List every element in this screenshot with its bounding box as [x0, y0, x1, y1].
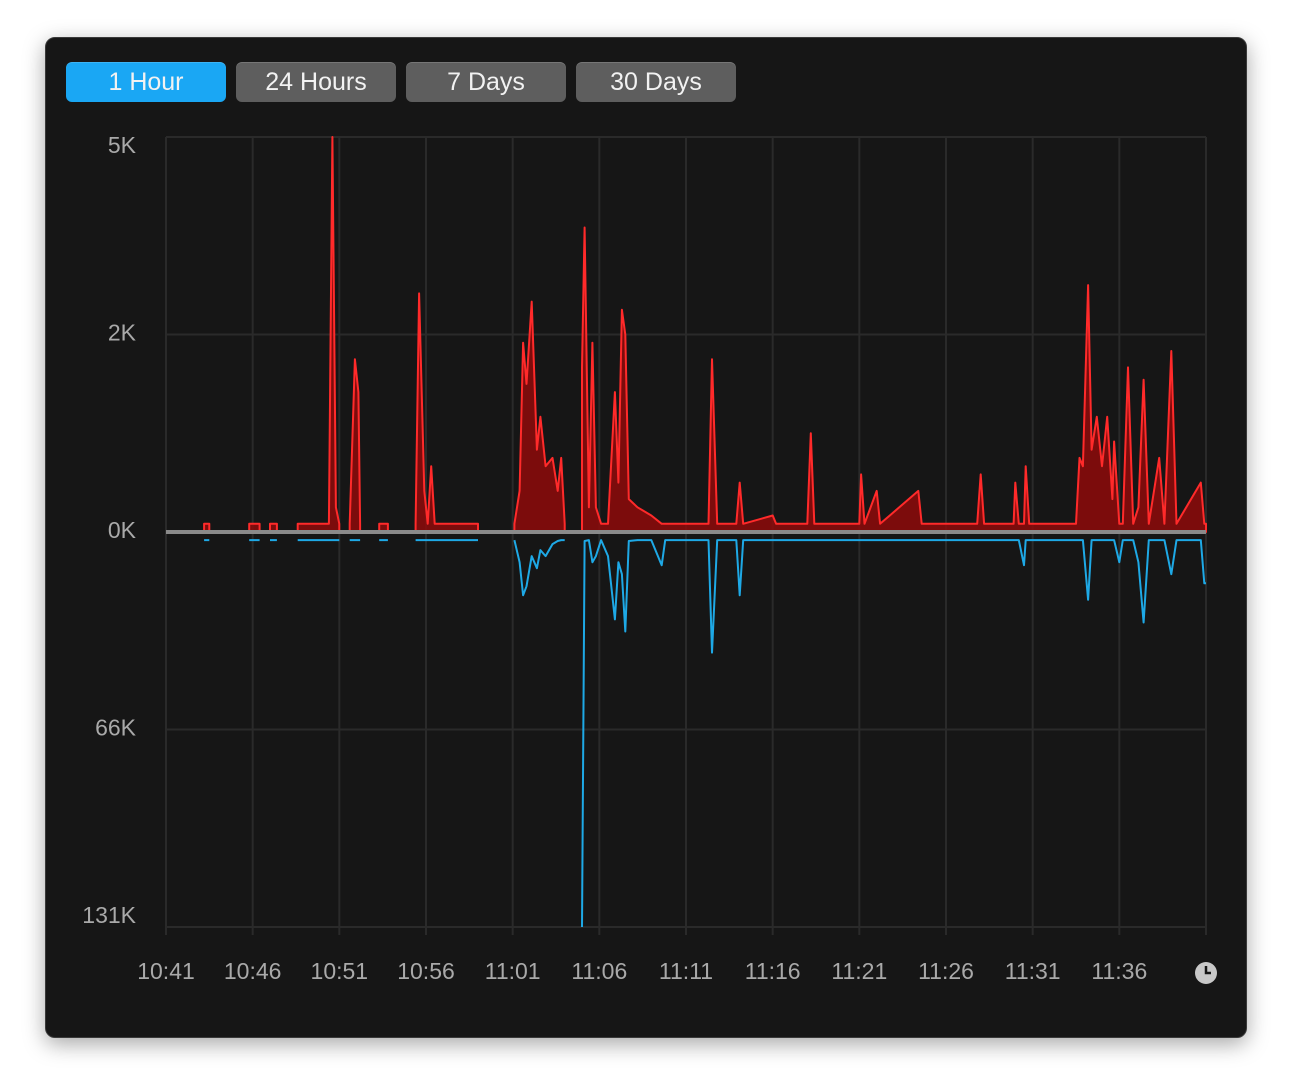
x-tick-label: 11:31	[1005, 958, 1061, 984]
range-button[interactable]: 30 Days	[576, 62, 736, 102]
x-tick-label: 10:41	[137, 958, 195, 984]
x-tick-label: 11:36	[1091, 958, 1147, 984]
y-tick-label: 5K	[108, 132, 137, 158]
range-button[interactable]: 7 Days	[406, 62, 566, 102]
y-tick-label: 0K	[108, 517, 137, 543]
download-line	[204, 539, 1206, 928]
y-tick-label: 66K	[95, 715, 137, 741]
x-tick-label: 11:16	[745, 958, 801, 984]
x-tick-label: 11:11	[659, 958, 713, 984]
y-tick-label: 131K	[82, 902, 136, 928]
x-tick-label: 10:46	[224, 958, 282, 984]
x-tick-label: 11:06	[571, 958, 627, 984]
x-tick-label: 11:21	[831, 958, 887, 984]
x-tick-label: 11:26	[918, 958, 974, 984]
x-tick-label: 10:51	[311, 958, 369, 984]
range-button[interactable]: 24 Hours	[236, 62, 396, 102]
clock-icon	[1195, 962, 1217, 984]
y-tick-label: 2K	[108, 320, 137, 346]
x-tick-label: 10:56	[397, 958, 455, 984]
window: 1 Hour 24 Hours 7 Days 30 Days	[45, 37, 1247, 1038]
x-tick-label: 11:01	[485, 958, 541, 984]
range-button[interactable]: 1 Hour	[66, 62, 226, 102]
